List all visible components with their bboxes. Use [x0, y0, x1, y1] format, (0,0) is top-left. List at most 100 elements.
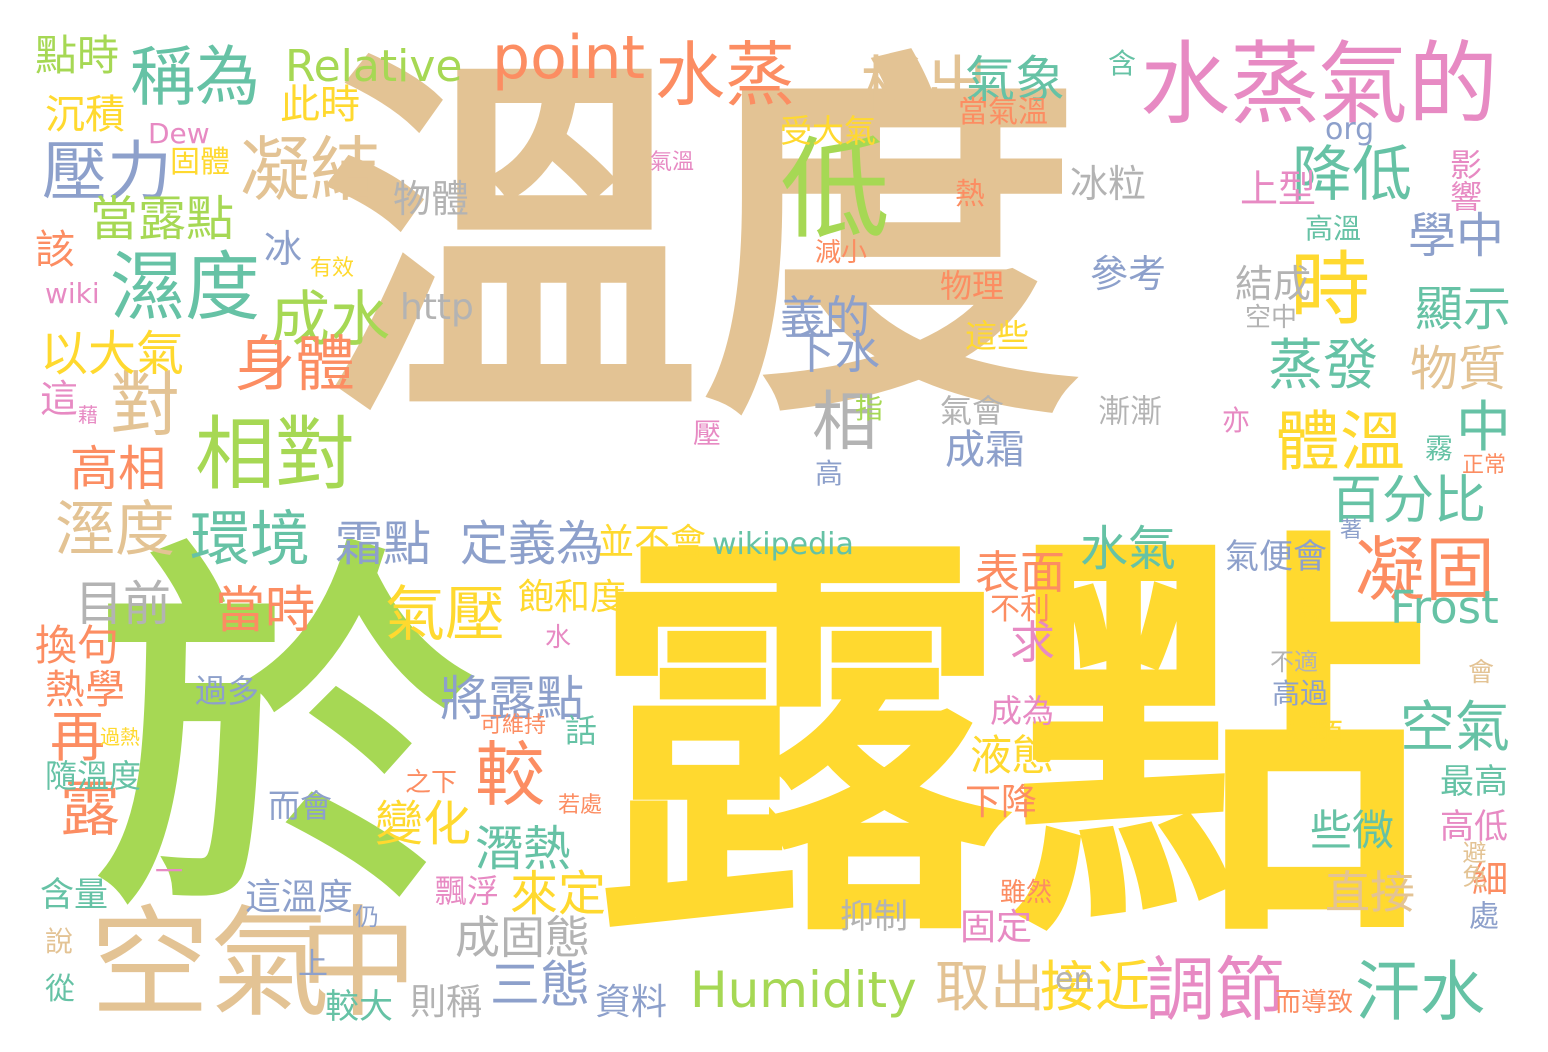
- cloud-word: 時: [1290, 243, 1370, 336]
- cloud-word: 汗水: [1355, 955, 1486, 1030]
- cloud-word: 降低: [1292, 140, 1412, 210]
- cloud-word: 人類: [1275, 717, 1343, 757]
- cloud-word: 氣壓: [385, 580, 505, 650]
- cloud-word: 最高: [1440, 762, 1508, 802]
- cloud-word: 從: [45, 972, 75, 1007]
- cloud-word: 物體: [393, 177, 470, 221]
- cloud-word: 接近: [1040, 955, 1151, 1019]
- cloud-word: 固定: [960, 907, 1033, 948]
- cloud-word: 上型: [1240, 167, 1317, 211]
- cloud-word: 換句: [35, 621, 120, 670]
- cloud-word: 資料: [595, 982, 668, 1023]
- cloud-word: 變化: [375, 796, 472, 852]
- cloud-word: 並不會: [598, 522, 707, 563]
- cloud-word: 下降: [965, 782, 1038, 823]
- cloud-word: Frost: [1390, 581, 1499, 634]
- cloud-word: 水蒸: [1140, 32, 1320, 137]
- cloud-word: 含量: [40, 875, 108, 915]
- cloud-word: point: [492, 23, 646, 93]
- cloud-word: 環境: [190, 505, 310, 575]
- cloud-word: 含: [1108, 47, 1137, 80]
- cloud-word: 學中: [1408, 208, 1505, 264]
- cloud-word: 物理: [940, 267, 1005, 305]
- cloud-word: 參考: [1090, 252, 1167, 296]
- cloud-word: 高溫: [1305, 212, 1362, 245]
- cloud-word: 中: [1456, 395, 1512, 459]
- cloud-word: 氣會: [940, 392, 1005, 430]
- cloud-word: en: [1055, 962, 1093, 997]
- cloud-word: 飄浮: [435, 872, 500, 910]
- cloud-word: 低: [780, 126, 890, 254]
- cloud-word: 該: [35, 227, 75, 273]
- cloud-word: 氣的: [1318, 32, 1498, 137]
- cloud-word: Dew: [148, 117, 210, 150]
- cloud-word: 高過: [1272, 677, 1329, 710]
- cloud-word: 指: [855, 392, 884, 425]
- cloud-word: 空氣: [1400, 695, 1511, 759]
- cloud-word: 若處: [558, 793, 603, 818]
- cloud-word: 空中: [1245, 303, 1298, 333]
- cloud-word: 高: [815, 457, 844, 490]
- cloud-word: Relative: [285, 41, 463, 92]
- cloud-word: 著: [1340, 518, 1363, 543]
- cloud-word: 冰: [264, 227, 303, 271]
- cloud-word: 顯示: [1415, 281, 1512, 337]
- cloud-word: 這: [40, 377, 79, 421]
- cloud-word: 相對: [195, 408, 355, 501]
- cloud-word: 百分比: [1330, 471, 1487, 531]
- cloud-word: 飽和度: [518, 577, 627, 618]
- cloud-word: 則稱: [410, 982, 483, 1023]
- cloud-word: 漸漸: [1098, 392, 1163, 430]
- cloud-word: 三態: [490, 956, 590, 1014]
- cloud-word: 義的: [780, 291, 871, 344]
- cloud-word: 而導致: [1275, 988, 1354, 1018]
- cloud-word: 減小: [815, 238, 868, 268]
- cloud-word: 將露點: [440, 671, 585, 727]
- cloud-word: 亦: [1222, 404, 1251, 437]
- cloud-word: 中: [298, 895, 418, 1034]
- cloud-word: 定義為: [460, 516, 605, 572]
- cloud-word: 凝固: [1355, 529, 1495, 611]
- cloud-word: Humidity: [690, 961, 917, 1019]
- cloud-word: 些微: [1310, 806, 1395, 855]
- cloud-word: 析出: [860, 50, 991, 125]
- cloud-word: 細: [1466, 860, 1507, 896]
- cloud-word: 成為: [990, 692, 1055, 730]
- cloud-word: wiki: [45, 277, 100, 310]
- cloud-word: 較: [475, 734, 545, 816]
- cloud-word: 濕度: [110, 243, 261, 331]
- cloud-word: 身體: [235, 330, 355, 400]
- cloud-word: 影響: [1445, 148, 1483, 212]
- cloud-word: 藉: [78, 403, 98, 427]
- cloud-word: 可維持: [480, 713, 547, 738]
- cloud-word: 有效: [310, 256, 355, 281]
- cloud-word: 冰粒: [1070, 162, 1147, 206]
- cloud-word: 直接: [1325, 866, 1416, 919]
- cloud-word: 之下: [405, 768, 458, 798]
- cloud-word: 說: [45, 925, 74, 958]
- cloud-word: 一: [155, 855, 184, 888]
- cloud-word: 沉積: [45, 92, 125, 138]
- cloud-word: 凝結: [240, 129, 380, 211]
- cloud-word: 水: [545, 623, 572, 653]
- cloud-word: 結成: [1235, 262, 1312, 306]
- cloud-word: 霧: [1425, 432, 1454, 465]
- cloud-word: 點時: [35, 31, 120, 80]
- cloud-word: 高相: [70, 441, 167, 497]
- cloud-word: 而會: [268, 787, 333, 825]
- cloud-word: 上: [298, 947, 328, 982]
- cloud-word: 較大: [325, 987, 393, 1027]
- cloud-word: 稱為: [130, 40, 261, 115]
- cloud-word: 當露點: [90, 191, 235, 247]
- cloud-word: 抑制: [840, 897, 908, 937]
- cloud-word: 成固態: [455, 911, 591, 964]
- cloud-word: 處: [1463, 900, 1498, 930]
- cloud-word: 成霜: [945, 427, 1025, 473]
- cloud-word: 氣溫: [650, 150, 695, 175]
- cloud-word: wikipedia: [712, 527, 854, 562]
- cloud-word: 固體: [170, 145, 230, 180]
- cloud-word: 隨溫度: [45, 757, 142, 795]
- cloud-word: 仍: [355, 903, 379, 931]
- cloud-word: 溫度: [320, 23, 1080, 466]
